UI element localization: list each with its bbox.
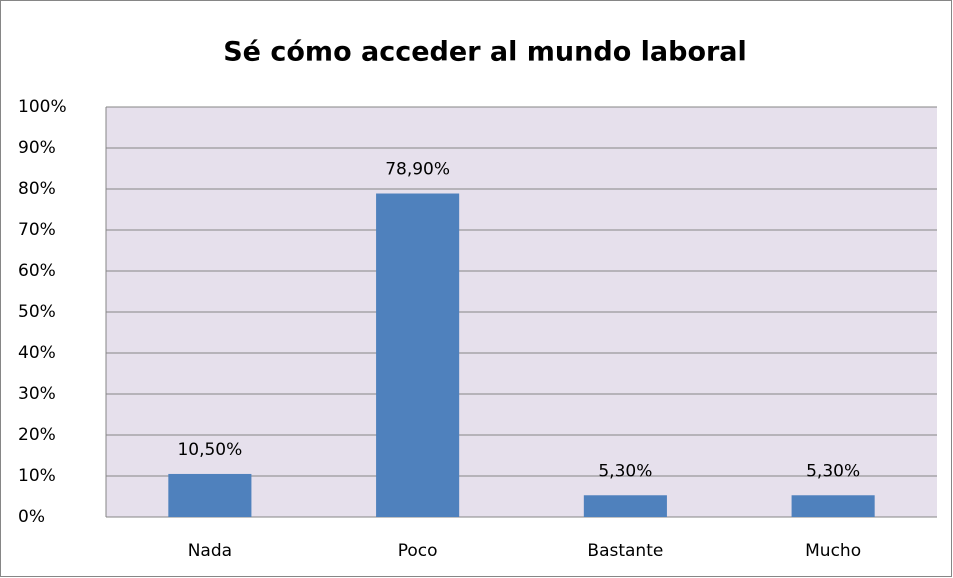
x-tick-label: Nada bbox=[188, 541, 232, 561]
bar bbox=[168, 473, 252, 517]
bar bbox=[791, 495, 875, 517]
bar bbox=[583, 495, 667, 517]
data-label: 78,90% bbox=[385, 160, 450, 180]
x-tick-label: Bastante bbox=[587, 541, 663, 561]
y-tick-label: 10% bbox=[18, 466, 56, 486]
chart-title: Sé cómo acceder al mundo laboral bbox=[223, 37, 747, 68]
x-tick-label: Mucho bbox=[805, 541, 861, 561]
y-tick-label: 0% bbox=[18, 507, 45, 527]
y-tick-label: 40% bbox=[18, 343, 56, 363]
bar bbox=[376, 193, 460, 517]
data-label: 5,30% bbox=[598, 461, 652, 481]
x-tick-label: Poco bbox=[398, 541, 438, 561]
data-label: 10,50% bbox=[177, 440, 242, 460]
y-tick-label: 60% bbox=[18, 261, 56, 281]
y-tick-label: 20% bbox=[18, 425, 56, 445]
y-tick-label: 100% bbox=[18, 97, 67, 117]
y-tick-label: 80% bbox=[18, 179, 56, 199]
y-tick-label: 70% bbox=[18, 220, 56, 240]
y-tick-label: 50% bbox=[18, 302, 56, 322]
y-tick-label: 30% bbox=[18, 384, 56, 404]
y-tick-label: 90% bbox=[18, 138, 56, 158]
data-label: 5,30% bbox=[806, 461, 860, 481]
